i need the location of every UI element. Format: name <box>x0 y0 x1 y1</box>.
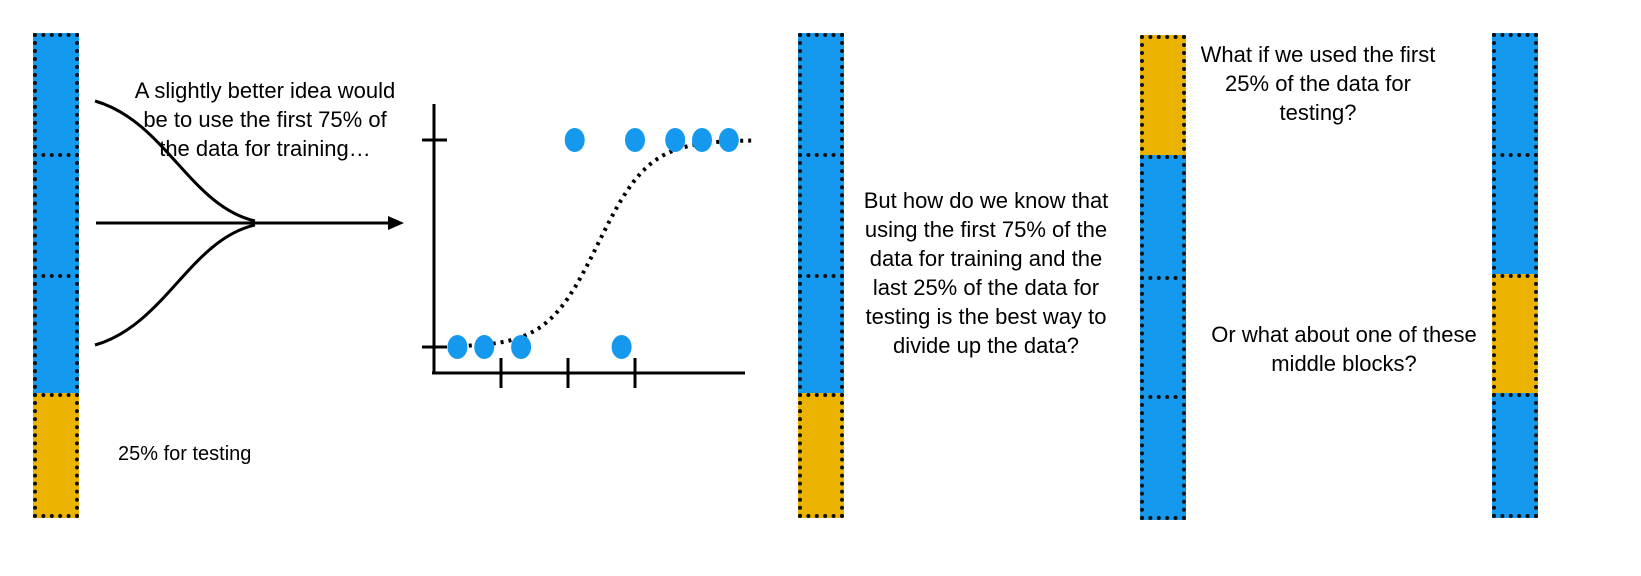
testing-block-4 <box>798 393 844 518</box>
caption-testing: 25% for testing <box>118 443 252 465</box>
training-block-4 <box>1492 393 1538 518</box>
arrow-head-icon <box>388 216 404 230</box>
training-block-1 <box>33 33 79 157</box>
low-point-4 <box>611 335 632 359</box>
split-arrow <box>94 99 404 347</box>
high-point-5 <box>718 128 739 152</box>
low-point-3 <box>511 335 532 359</box>
arrow-upper-branch <box>94 99 256 223</box>
training-block-2 <box>798 153 844 278</box>
training-block-2 <box>33 153 79 278</box>
high-point-1 <box>564 128 585 152</box>
training-block-2 <box>1140 155 1186 280</box>
high-point-4 <box>692 128 712 152</box>
training-block-1 <box>1492 33 1538 157</box>
question-blocks: Or what about one of these middle blocks… <box>1211 322 1477 376</box>
testing-block-1 <box>1140 35 1186 159</box>
training-block-4 <box>1140 395 1186 520</box>
testing-block-3 <box>1492 274 1538 397</box>
plot-y-ticks <box>422 138 447 349</box>
arrow-lower-branch <box>94 223 256 347</box>
testing-block-4 <box>33 393 79 518</box>
plot-x-ticks <box>499 358 637 388</box>
training-block-3 <box>1140 276 1186 399</box>
question-first: What if we used the first 25% of the dat… <box>1200 42 1436 125</box>
question-middle: But how do we know that using the first … <box>863 188 1109 358</box>
plot-points <box>447 128 739 359</box>
low-point-2 <box>474 335 495 359</box>
training-block-3 <box>798 274 844 397</box>
caption-top: A slightly better idea would be to use t… <box>134 78 396 161</box>
high-point-2 <box>625 128 645 152</box>
logistic-plot <box>422 104 753 388</box>
low-point-1 <box>447 335 468 359</box>
sigmoid-curve <box>460 138 753 348</box>
high-point-3 <box>665 128 686 152</box>
